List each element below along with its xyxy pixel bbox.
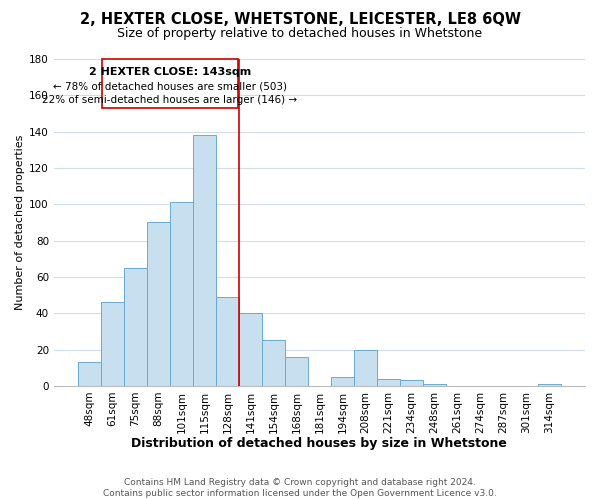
Bar	[354, 350, 377, 386]
FancyBboxPatch shape	[102, 59, 238, 108]
Bar	[285, 357, 308, 386]
Bar	[423, 384, 446, 386]
Bar	[262, 340, 285, 386]
Text: 2 HEXTER CLOSE: 143sqm: 2 HEXTER CLOSE: 143sqm	[89, 67, 251, 77]
Bar	[78, 362, 101, 386]
Bar	[216, 297, 239, 386]
Bar	[193, 136, 216, 386]
Bar	[239, 313, 262, 386]
Bar	[377, 378, 400, 386]
Text: Contains HM Land Registry data © Crown copyright and database right 2024.
Contai: Contains HM Land Registry data © Crown c…	[103, 478, 497, 498]
Bar	[170, 202, 193, 386]
Bar	[124, 268, 147, 386]
Bar	[331, 377, 354, 386]
Bar	[101, 302, 124, 386]
Text: 22% of semi-detached houses are larger (146) →: 22% of semi-detached houses are larger (…	[43, 96, 298, 106]
Y-axis label: Number of detached properties: Number of detached properties	[15, 134, 25, 310]
Text: Size of property relative to detached houses in Whetstone: Size of property relative to detached ho…	[118, 28, 482, 40]
Bar	[538, 384, 561, 386]
Bar	[400, 380, 423, 386]
Text: 2, HEXTER CLOSE, WHETSTONE, LEICESTER, LE8 6QW: 2, HEXTER CLOSE, WHETSTONE, LEICESTER, L…	[79, 12, 521, 28]
Text: ← 78% of detached houses are smaller (503): ← 78% of detached houses are smaller (50…	[53, 82, 287, 92]
Bar	[147, 222, 170, 386]
X-axis label: Distribution of detached houses by size in Whetstone: Distribution of detached houses by size …	[131, 437, 508, 450]
